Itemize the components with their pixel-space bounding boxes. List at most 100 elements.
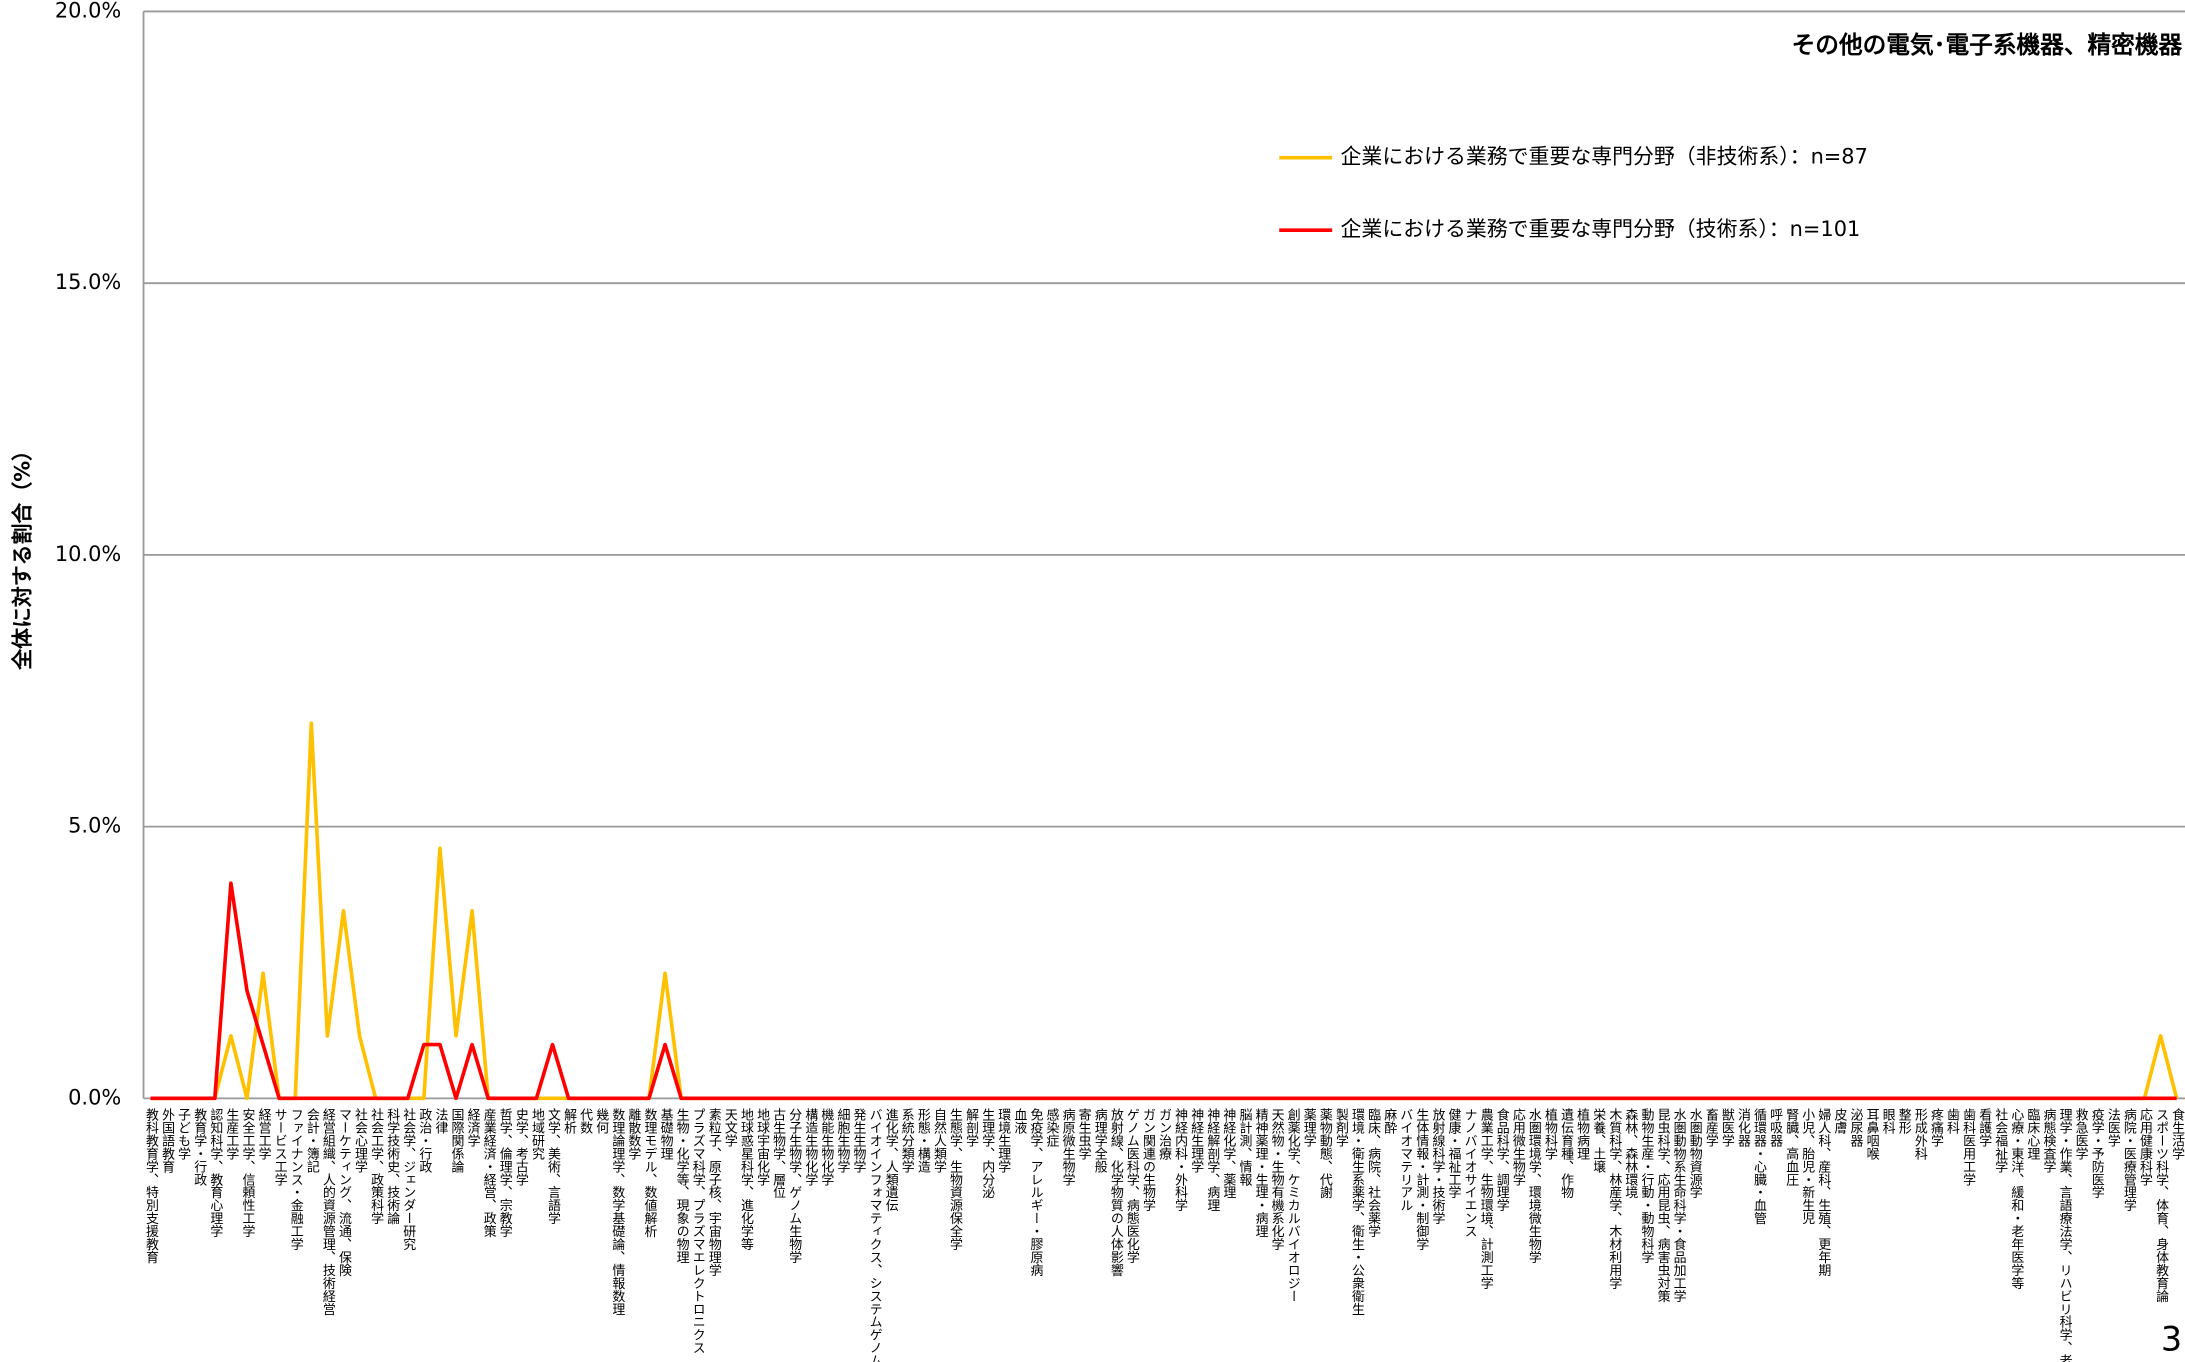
x-tick-label: 生態学、生物資源保全学 bbox=[947, 1108, 962, 1251]
x-tick-label: 社会心理学 bbox=[352, 1108, 367, 1174]
x-tick-label: 会計・簿記 bbox=[304, 1108, 319, 1173]
x-tick-label: 病態検査学 bbox=[2040, 1108, 2055, 1173]
x-tick-label: 地域研究 bbox=[529, 1108, 544, 1161]
y-axis-label: 全体に対する割合（%） bbox=[11, 440, 35, 671]
x-tick-label: 消化器 bbox=[1735, 1108, 1750, 1148]
x-tick-label: 耳鼻咽喉 bbox=[1864, 1108, 1879, 1160]
x-tick-label: 神経解剖学、病理 bbox=[1204, 1108, 1219, 1212]
x-tick-label: 畜産学 bbox=[1703, 1108, 1718, 1148]
x-tick-label: 血液 bbox=[1011, 1108, 1026, 1134]
x-tick-label: 解剖学 bbox=[963, 1108, 978, 1147]
x-tick-label: 離散数学 bbox=[625, 1108, 640, 1160]
x-tick-label: 栄養、土壌 bbox=[1590, 1108, 1605, 1174]
x-tick-label: 機能生物化学 bbox=[818, 1108, 833, 1186]
x-tick-label: 婦人科、産科、生殖、更年期 bbox=[1815, 1108, 1830, 1278]
y-tick-label: 10.0% bbox=[55, 542, 121, 566]
x-tick-label: 地球惑星科学、進化学等 bbox=[738, 1108, 753, 1251]
x-tick-label: 数理論理学、数学基礎論、情報数理 bbox=[609, 1108, 624, 1315]
x-tick-label: 法医学 bbox=[2105, 1108, 2120, 1147]
x-tick-label: 植物科学 bbox=[1542, 1108, 1557, 1160]
x-tick-label: 分子生物学、ゲノム生物学 bbox=[786, 1108, 801, 1264]
legend-label: 企業における業務で重要な専門分野（技術系）：n=101 bbox=[1341, 217, 1861, 241]
x-tick-label: ガン関連の生物学 bbox=[1140, 1108, 1155, 1212]
x-tick-label: 生物・化学等、現象の物理 bbox=[674, 1108, 689, 1263]
x-tick-label: 病院・医療管理学 bbox=[2121, 1108, 2136, 1212]
x-tick-label: 食品科学、調理学 bbox=[1494, 1108, 1509, 1213]
series-line bbox=[150, 881, 2177, 1101]
x-tick-label: 水圏動物資源学 bbox=[1687, 1108, 1702, 1199]
x-tick-label: 幾何 bbox=[593, 1108, 608, 1134]
x-tick-label: 歯科 bbox=[1944, 1108, 1959, 1134]
x-tick-label: 環境生理学 bbox=[995, 1108, 1010, 1173]
x-tick-label: 小児、胎児・新生児 bbox=[1799, 1108, 1814, 1226]
x-tick-label: 整形 bbox=[1896, 1108, 1911, 1135]
x-tick-label: 木質科学、林産学、木材利用学 bbox=[1606, 1108, 1621, 1290]
x-tick-label: 環境・衛生系薬学、衛生・公衆衛生 bbox=[1349, 1108, 1364, 1315]
x-tick-label: 森林、森林環境 bbox=[1622, 1108, 1637, 1199]
x-tick-label: 心療・東洋、緩和・老年医学等 bbox=[2008, 1108, 2023, 1290]
x-tick-label: 経済学 bbox=[465, 1108, 480, 1147]
x-tick-label: 疼痛学 bbox=[1928, 1108, 1943, 1147]
x-tick-label: 薬理学 bbox=[1301, 1108, 1316, 1147]
x-tick-label: 発生生物学 bbox=[851, 1108, 866, 1173]
x-tick-label: 精神薬理・生理・病理 bbox=[1253, 1108, 1268, 1238]
x-tick-label: 形態・構造 bbox=[915, 1108, 930, 1174]
x-tick-label: 循環器・心臓・血管 bbox=[1751, 1108, 1766, 1226]
x-tick-label: 遺伝育種、作物 bbox=[1558, 1108, 1573, 1200]
x-tick-label: 神経内科・外科学 bbox=[1172, 1108, 1187, 1212]
x-tick-label: 外国語教育 bbox=[159, 1108, 174, 1174]
x-tick-label: バイオマテリアル bbox=[1397, 1108, 1412, 1212]
x-tick-label: 社会学、ジェンダー研究 bbox=[400, 1108, 415, 1253]
x-tick-label: 教科教育学、特別支援教育 bbox=[143, 1108, 158, 1265]
x-tick-label: 天文学 bbox=[722, 1108, 737, 1147]
x-tick-label: 経営工学 bbox=[256, 1108, 271, 1160]
x-tick-label: 産業経済・経営、政策 bbox=[481, 1108, 496, 1239]
x-tick-label: 免疫学、アレルギー・膠原病 bbox=[1027, 1108, 1042, 1277]
x-tick-label: 細胞生物学 bbox=[834, 1108, 849, 1173]
x-tick-label: 呼吸器 bbox=[1767, 1108, 1782, 1148]
x-tick-label: 放射線、化学物質の人体影響 bbox=[1108, 1108, 1123, 1277]
x-tick-label: バイオインフォマティクス、システムゲノム学 bbox=[867, 1108, 882, 1362]
x-tick-label: 昆虫科学、応用昆虫、病害虫対策 bbox=[1655, 1108, 1670, 1303]
x-tick-label: 眼科 bbox=[1880, 1108, 1895, 1134]
x-tick-label: 健康・福祉工学 bbox=[1446, 1108, 1461, 1199]
x-tick-label: 歯科医用工学 bbox=[1960, 1108, 1975, 1186]
x-tick-label: 皮膚 bbox=[1831, 1108, 1846, 1134]
x-tick-label: 生産工学 bbox=[223, 1108, 238, 1160]
x-tick-label: 看護学 bbox=[1976, 1108, 1991, 1148]
x-tick-label: 製剤学 bbox=[1333, 1108, 1348, 1147]
x-tick-label: 寄生虫学 bbox=[1076, 1108, 1091, 1161]
x-tick-label: 感染症 bbox=[1044, 1108, 1059, 1148]
x-tick-label: 病理学全般 bbox=[1092, 1108, 1107, 1174]
x-tick-label: 地球宇宙化学 bbox=[754, 1108, 769, 1186]
y-tick-label: 0.0% bbox=[68, 1085, 121, 1109]
x-tick-label: 動物生産・行動・動物科学 bbox=[1638, 1108, 1653, 1264]
x-tick-label: 応用微生物学 bbox=[1510, 1108, 1525, 1186]
x-tick-label: マーケティング、流通、保険 bbox=[336, 1108, 351, 1277]
x-tick-label: 臨床、病院、社会薬学 bbox=[1365, 1108, 1380, 1238]
x-tick-label: 食生活学 bbox=[2169, 1108, 2184, 1161]
x-tick-label: 救急医学 bbox=[2073, 1108, 2088, 1161]
x-tick-label: 創薬化学、ケミカルバイオロジー bbox=[1285, 1108, 1300, 1302]
x-tick-label: 文学、美術、言語学 bbox=[545, 1108, 560, 1225]
x-tick-label: サービス工学 bbox=[272, 1108, 287, 1186]
x-tick-label: 脳計測、情報 bbox=[1236, 1108, 1251, 1186]
x-tick-label: ガン治療 bbox=[1156, 1108, 1171, 1160]
x-tick-label: 腎臓、高血圧 bbox=[1783, 1108, 1798, 1186]
x-tick-label: 水圏動物系生命科学・食品加工学 bbox=[1671, 1108, 1686, 1303]
x-tick-label: ナノバイオサイエンス bbox=[1462, 1108, 1477, 1238]
x-tick-label: 生体情報・計測・制御学 bbox=[1413, 1108, 1428, 1251]
x-tick-label: 薬物動態、代謝 bbox=[1317, 1108, 1332, 1199]
x-tick-label: 経営組織、人的資源管理、技術経営 bbox=[320, 1108, 335, 1316]
x-tick-label: 獣医学 bbox=[1719, 1108, 1734, 1147]
x-tick-label: 系統分類学 bbox=[899, 1108, 914, 1173]
y-tick-label: 20.0% bbox=[55, 0, 121, 22]
x-tick-label: 社会福祉学 bbox=[1992, 1108, 2007, 1174]
x-tick-label: 認知科学、教育心理学 bbox=[207, 1108, 222, 1239]
x-tick-label: 基礎物理 bbox=[658, 1108, 673, 1160]
x-tick-label: 形成外科 bbox=[1912, 1108, 1927, 1160]
x-tick-label: 構造生物化学 bbox=[802, 1108, 817, 1186]
x-tick-label: 史学、考古学 bbox=[513, 1108, 528, 1186]
x-tick-label: 進化学、人類遺伝 bbox=[883, 1108, 898, 1212]
